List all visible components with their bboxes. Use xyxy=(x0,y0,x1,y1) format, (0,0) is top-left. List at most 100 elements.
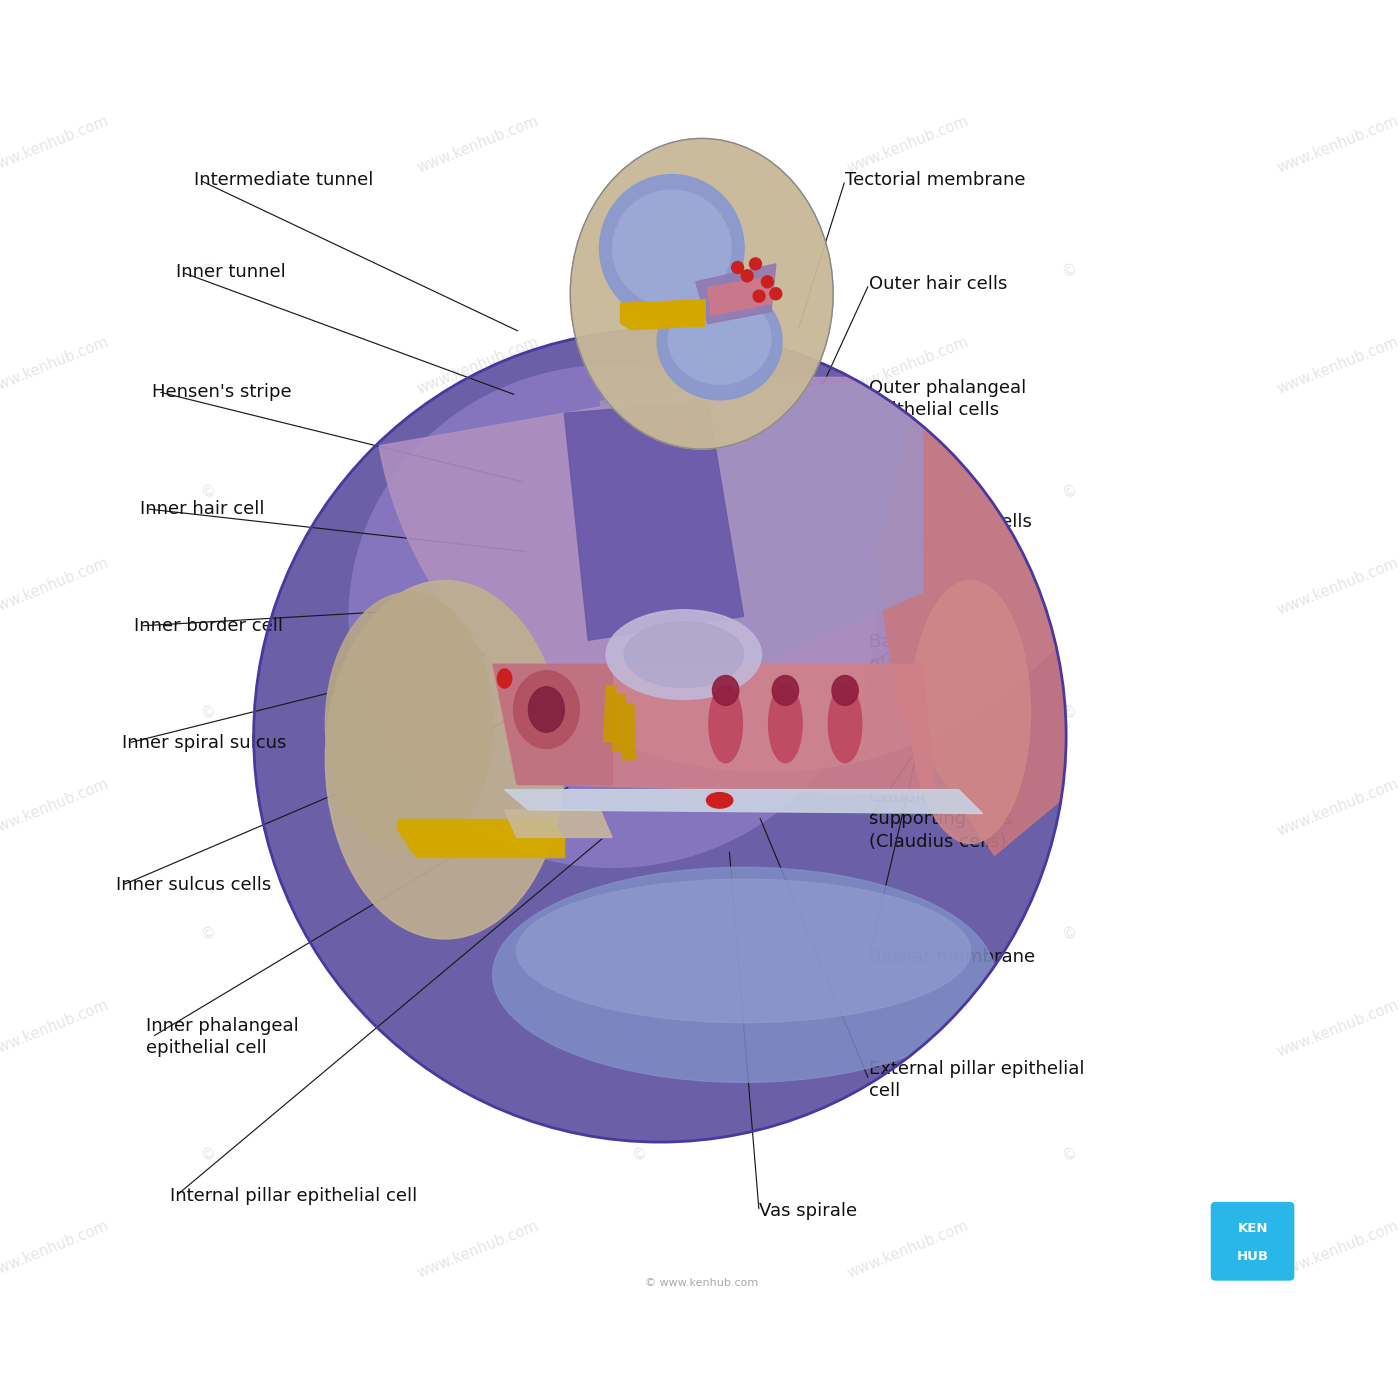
Text: Outer border cells
(Hensen's cells): Outer border cells (Hensen's cells) xyxy=(869,512,1032,553)
Text: Inner sulcus cells: Inner sulcus cells xyxy=(116,876,272,895)
Polygon shape xyxy=(493,664,935,795)
Text: Outer hair cells: Outer hair cells xyxy=(869,276,1008,293)
Text: Tectorial membrane: Tectorial membrane xyxy=(846,171,1026,189)
Text: ©: © xyxy=(1060,924,1079,942)
Ellipse shape xyxy=(493,867,994,1082)
Ellipse shape xyxy=(829,685,862,763)
Text: Cuboid external
supporting cells
(Claudius cells): Cuboid external supporting cells (Claudi… xyxy=(869,788,1012,851)
Text: Outer phalangeal
epithelial cells: Outer phalangeal epithelial cells xyxy=(869,379,1026,419)
Text: www.kenhub.com: www.kenhub.com xyxy=(846,335,972,396)
Polygon shape xyxy=(626,304,706,328)
Ellipse shape xyxy=(769,685,802,763)
Text: ©: © xyxy=(200,260,218,280)
Ellipse shape xyxy=(325,592,493,855)
Polygon shape xyxy=(413,834,563,853)
Text: www.kenhub.com: www.kenhub.com xyxy=(414,113,540,175)
Text: Inner spiral sulcus: Inner spiral sulcus xyxy=(122,734,287,752)
Circle shape xyxy=(770,288,781,300)
Text: www.kenhub.com: www.kenhub.com xyxy=(414,997,540,1060)
Ellipse shape xyxy=(528,687,564,732)
Polygon shape xyxy=(630,307,706,329)
Text: www.kenhub.com: www.kenhub.com xyxy=(1275,113,1400,175)
Text: ©: © xyxy=(1060,703,1079,721)
Circle shape xyxy=(732,262,743,273)
Text: ©: © xyxy=(1060,1144,1079,1163)
Text: www.kenhub.com: www.kenhub.com xyxy=(414,1218,540,1281)
Text: KEN: KEN xyxy=(1238,1222,1268,1235)
Text: Intermediate tunnel: Intermediate tunnel xyxy=(195,171,374,189)
Text: www.kenhub.com: www.kenhub.com xyxy=(846,997,972,1060)
Polygon shape xyxy=(405,827,557,843)
Ellipse shape xyxy=(325,581,564,939)
Text: ©: © xyxy=(630,482,650,501)
Polygon shape xyxy=(493,664,612,784)
Circle shape xyxy=(741,270,753,281)
Text: ©: © xyxy=(630,260,650,280)
Text: www.kenhub.com: www.kenhub.com xyxy=(0,556,111,617)
Text: ©: © xyxy=(200,703,218,721)
Ellipse shape xyxy=(599,175,745,322)
Polygon shape xyxy=(410,832,561,850)
Text: ©: © xyxy=(630,703,650,721)
Circle shape xyxy=(253,329,1067,1142)
Polygon shape xyxy=(399,822,554,834)
Text: www.kenhub.com: www.kenhub.com xyxy=(414,776,540,839)
Text: www.kenhub.com: www.kenhub.com xyxy=(1275,1218,1400,1281)
Text: Internal pillar epithelial cell: Internal pillar epithelial cell xyxy=(169,1187,417,1205)
Polygon shape xyxy=(629,305,706,329)
FancyBboxPatch shape xyxy=(1211,1201,1295,1281)
Text: ©: © xyxy=(630,924,650,942)
Polygon shape xyxy=(696,263,776,323)
Text: www.kenhub.com: www.kenhub.com xyxy=(414,556,540,617)
Text: www.kenhub.com: www.kenhub.com xyxy=(414,335,540,396)
Text: www.kenhub.com: www.kenhub.com xyxy=(846,776,972,839)
Text: www.kenhub.com: www.kenhub.com xyxy=(846,113,972,175)
Text: www.kenhub.com: www.kenhub.com xyxy=(0,1218,111,1281)
Text: ©: © xyxy=(1060,260,1079,280)
Ellipse shape xyxy=(668,294,771,384)
Polygon shape xyxy=(875,378,1067,855)
Ellipse shape xyxy=(707,792,732,808)
Polygon shape xyxy=(504,790,983,813)
Ellipse shape xyxy=(570,139,833,449)
Polygon shape xyxy=(414,837,564,857)
Polygon shape xyxy=(601,378,923,664)
Circle shape xyxy=(753,290,764,302)
Ellipse shape xyxy=(657,283,783,400)
Ellipse shape xyxy=(708,685,742,763)
Ellipse shape xyxy=(911,581,1030,843)
Polygon shape xyxy=(613,694,627,750)
Ellipse shape xyxy=(517,879,970,1022)
Text: www.kenhub.com: www.kenhub.com xyxy=(1275,335,1400,396)
Polygon shape xyxy=(402,825,556,839)
Text: Vas spirale: Vas spirale xyxy=(759,1203,857,1221)
Ellipse shape xyxy=(497,669,512,687)
Text: www.kenhub.com: www.kenhub.com xyxy=(846,1218,972,1281)
Text: www.kenhub.com: www.kenhub.com xyxy=(846,556,972,617)
Text: www.kenhub.com: www.kenhub.com xyxy=(0,776,111,839)
Ellipse shape xyxy=(713,676,739,706)
Text: ©: © xyxy=(200,924,218,942)
Polygon shape xyxy=(624,302,706,326)
Polygon shape xyxy=(622,704,636,760)
Text: Inner hair cell: Inner hair cell xyxy=(140,500,265,518)
Text: Basal external
glandular cells
(Boettcher cells): Basal external glandular cells (Boettche… xyxy=(869,633,1018,696)
Text: External pillar epithelial
cell: External pillar epithelial cell xyxy=(869,1060,1085,1100)
Ellipse shape xyxy=(773,676,798,706)
Text: www.kenhub.com: www.kenhub.com xyxy=(0,335,111,396)
Ellipse shape xyxy=(514,671,580,749)
Text: Hensen's stripe: Hensen's stripe xyxy=(153,382,291,400)
Text: Inner border cell: Inner border cell xyxy=(134,617,283,636)
Polygon shape xyxy=(504,811,612,837)
Text: www.kenhub.com: www.kenhub.com xyxy=(1275,556,1400,617)
Circle shape xyxy=(749,258,762,270)
Text: www.kenhub.com: www.kenhub.com xyxy=(0,997,111,1060)
Polygon shape xyxy=(564,402,743,640)
Text: ©: © xyxy=(1060,482,1079,501)
Ellipse shape xyxy=(349,365,875,867)
Ellipse shape xyxy=(606,610,762,700)
Polygon shape xyxy=(707,276,773,315)
Polygon shape xyxy=(398,819,553,832)
Ellipse shape xyxy=(832,676,858,706)
Polygon shape xyxy=(407,830,559,846)
